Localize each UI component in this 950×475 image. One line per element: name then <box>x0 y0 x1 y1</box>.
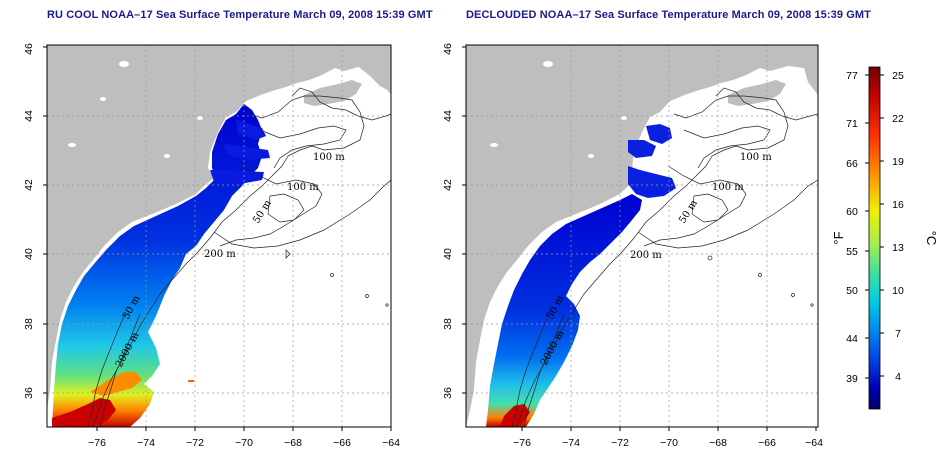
right-lat-label: 36 <box>442 387 454 399</box>
right-lat-label: 44 <box>442 110 454 122</box>
left-contour-label: 100 m <box>287 182 319 193</box>
right-map-title: DECLOUDED NOAA–17 Sea Surface Temperatur… <box>466 9 871 21</box>
left-lon-label: −68 <box>284 437 302 449</box>
colorbar-c-label: 10 <box>892 285 904 297</box>
colorbar-gradient <box>868 66 881 410</box>
right-sst-map: 100 m 100 m 50 m 200 m 50 m 2000 m 36 38… <box>442 43 823 449</box>
left-warm-fleck <box>188 380 194 382</box>
colorbar-f-label: 71 <box>846 118 858 130</box>
left-lat-label: 40 <box>23 248 35 260</box>
left-y-ticks <box>43 46 47 394</box>
left-lon-label: −66 <box>333 437 351 449</box>
right-lon-label: −68 <box>709 437 727 449</box>
colorbar-fahrenheit-unit: °F <box>831 231 846 244</box>
colorbar-c-label: 7 <box>895 328 901 340</box>
left-lat-label: 36 <box>23 387 35 399</box>
left-sst-fringe <box>210 120 270 184</box>
right-contour-label: 200 m <box>630 250 662 261</box>
right-sst-data <box>486 194 642 427</box>
left-lake <box>164 154 170 158</box>
right-lon-label: −64 <box>805 437 823 449</box>
right-contour-label: 100 m <box>740 152 772 163</box>
right-y-ticks <box>462 46 466 394</box>
right-lon-label: −70 <box>660 437 678 449</box>
left-lon-label: −72 <box>186 437 204 449</box>
colorbar-c-label: 25 <box>892 70 904 82</box>
right-land-nova-scotia <box>728 80 786 106</box>
left-lake <box>68 143 76 147</box>
left-lake <box>100 97 106 101</box>
colorbar-c-ticks <box>880 74 884 377</box>
left-lat-label: 46 <box>23 43 35 55</box>
left-land-nova-scotia <box>304 80 362 106</box>
right-lat-label: 46 <box>442 43 454 55</box>
right-lake <box>588 154 594 158</box>
right-lake <box>543 61 553 67</box>
right-lon-label: −76 <box>513 437 531 449</box>
left-map-title: RU COOL NOAA–17 Sea Surface Temperature … <box>47 9 433 21</box>
right-sst-patch-upper <box>646 124 672 144</box>
left-lat-label: 44 <box>23 110 35 122</box>
colorbar-celsius-unit: °C <box>924 231 939 246</box>
temperature-colorbar: 77 71 66 60 55 50 44 39 25 22 19 16 13 1… <box>831 66 939 410</box>
colorbar-f-label: 50 <box>846 285 858 297</box>
left-x-ticks <box>96 427 392 431</box>
left-lat-label: 42 <box>23 179 35 191</box>
colorbar-f-label: 55 <box>846 246 858 258</box>
left-land-newfoundland <box>352 45 391 92</box>
left-sst-data <box>52 104 262 427</box>
right-lake <box>621 116 627 120</box>
right-lake <box>490 143 498 147</box>
colorbar-c-label: 19 <box>892 156 904 168</box>
colorbar-c-label: 16 <box>892 199 904 211</box>
left-contour-label: 200 m <box>204 249 236 260</box>
colorbar-f-label: 44 <box>846 333 858 345</box>
left-lake <box>119 61 129 67</box>
right-sst-patch-mid <box>628 140 656 158</box>
colorbar-c-label: 22 <box>892 113 904 125</box>
right-contour-label: 100 m <box>712 182 744 193</box>
left-lon-label: −76 <box>88 437 106 449</box>
left-lake <box>197 116 203 120</box>
left-lon-label: −70 <box>235 437 253 449</box>
colorbar-f-label: 60 <box>846 206 858 218</box>
right-lat-label: 38 <box>442 318 454 330</box>
right-sst-patch-gulf-of-maine <box>628 166 676 198</box>
right-lon-label: −66 <box>758 437 776 449</box>
colorbar-f-label: 66 <box>846 158 858 170</box>
right-lon-label: −74 <box>562 437 580 449</box>
right-x-ticks <box>521 427 817 431</box>
right-lat-label: 42 <box>442 179 454 191</box>
left-lon-label: −74 <box>137 437 155 449</box>
colorbar-c-label: 13 <box>892 242 904 254</box>
left-land <box>47 45 391 410</box>
left-lat-label: 38 <box>23 318 35 330</box>
right-land <box>466 45 818 427</box>
colorbar-f-label: 77 <box>846 70 858 82</box>
left-contour-label: 100 m <box>313 152 345 163</box>
right-lat-label: 40 <box>442 248 454 260</box>
right-grid <box>466 45 818 427</box>
right-lon-label: −72 <box>611 437 629 449</box>
left-lon-label: −64 <box>382 437 400 449</box>
left-bathymetry-contours <box>87 87 391 427</box>
colorbar-f-label: 39 <box>846 373 858 385</box>
left-sst-map: 100 m 100 m 50 m 200 m 50 m 2000 m 36 38… <box>23 43 400 449</box>
colorbar-f-ticks <box>865 74 869 379</box>
colorbar-c-label: 4 <box>895 371 901 383</box>
left-grid <box>47 45 391 427</box>
right-map-frame <box>465 44 819 428</box>
left-map-frame <box>46 44 392 428</box>
left-gulf-stream-band <box>90 372 142 396</box>
